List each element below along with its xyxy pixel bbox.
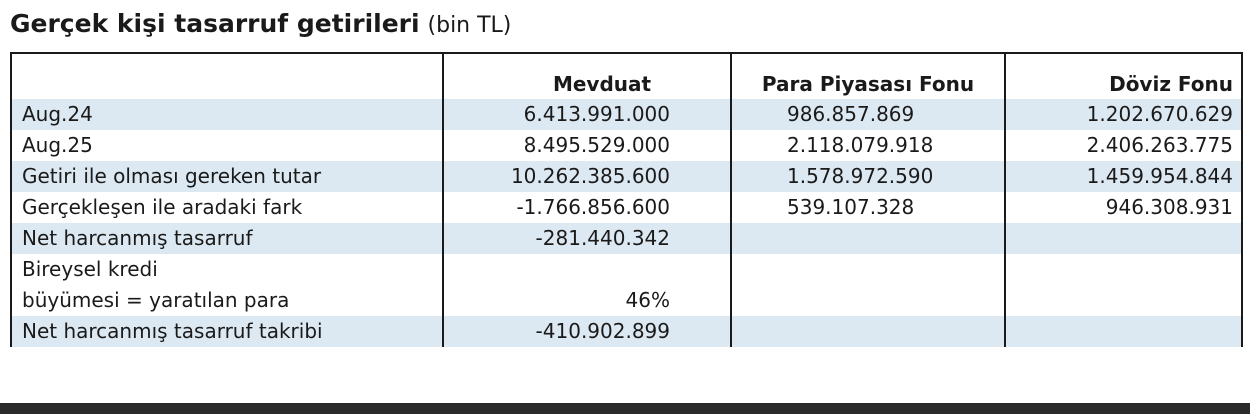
cell-mevduat: 46% bbox=[442, 254, 732, 316]
row-label: Bireysel kredi büyümesi = yaratılan para bbox=[10, 254, 444, 316]
page-title: Gerçek kişi tasarruf getirileri (bin TL) bbox=[10, 4, 511, 44]
row-label: Net harcanmış tasarruf bbox=[10, 223, 444, 254]
table-row: Getiri ile olması gereken tutar 10.262.3… bbox=[10, 161, 1243, 192]
row-label: Net harcanmış tasarruf takribi bbox=[10, 316, 444, 347]
header-para-piyasasi-fonu: Para Piyasası Fonu bbox=[730, 52, 1006, 99]
row-label-line2: büyümesi = yaratılan para bbox=[22, 288, 290, 312]
cell-ppf: 986.857.869 bbox=[730, 99, 1006, 130]
savings-table: Mevduat Para Piyasası Fonu Döviz Fonu Au… bbox=[10, 52, 1243, 347]
row-label-line1: Bireysel kredi bbox=[22, 257, 158, 281]
cell-doviz: 2.406.263.775 bbox=[1004, 130, 1243, 161]
bottom-divider-band bbox=[0, 403, 1250, 414]
cell-doviz bbox=[1004, 316, 1243, 347]
title-main: Gerçek kişi tasarruf getirileri bbox=[10, 9, 420, 38]
cell-mevduat: -281.440.342 bbox=[442, 223, 732, 254]
cell-doviz bbox=[1004, 223, 1243, 254]
cell-mevduat: 8.495.529.000 bbox=[442, 130, 732, 161]
cell-mevduat: 6.413.991.000 bbox=[442, 99, 732, 130]
table-row: Bireysel kredi büyümesi = yaratılan para … bbox=[10, 254, 1243, 316]
title-unit: (bin TL) bbox=[427, 13, 512, 38]
row-label: Getiri ile olması gereken tutar bbox=[10, 161, 444, 192]
cell-ppf: 2.118.079.918 bbox=[730, 130, 1006, 161]
cell-ppf bbox=[730, 316, 1006, 347]
table-row: Net harcanmış tasarruf takribi -410.902.… bbox=[10, 316, 1243, 347]
cell-ppf: 539.107.328 bbox=[730, 192, 1006, 223]
table-row: Aug.25 8.495.529.000 2.118.079.918 2.406… bbox=[10, 130, 1243, 161]
table-row: Net harcanmış tasarruf -281.440.342 bbox=[10, 223, 1243, 254]
cell-doviz bbox=[1004, 254, 1243, 316]
row-label: Aug.25 bbox=[10, 130, 444, 161]
header-mevduat: Mevduat bbox=[442, 52, 732, 99]
cell-ppf bbox=[730, 254, 1006, 316]
cell-doviz: 946.308.931 bbox=[1004, 192, 1243, 223]
cell-doviz: 1.459.954.844 bbox=[1004, 161, 1243, 192]
header-doviz-fonu: Döviz Fonu bbox=[1004, 52, 1243, 99]
cell-doviz: 1.202.670.629 bbox=[1004, 99, 1243, 130]
header-label bbox=[10, 52, 444, 99]
table-header-row: Mevduat Para Piyasası Fonu Döviz Fonu bbox=[10, 52, 1243, 99]
cell-mevduat: -1.766.856.600 bbox=[442, 192, 732, 223]
table-row: Gerçekleşen ile aradaki fark -1.766.856.… bbox=[10, 192, 1243, 223]
cell-ppf bbox=[730, 223, 1006, 254]
cell-mevduat: 10.262.385.600 bbox=[442, 161, 732, 192]
row-label: Aug.24 bbox=[10, 99, 444, 130]
row-label: Gerçekleşen ile aradaki fark bbox=[10, 192, 444, 223]
table-row: Aug.24 6.413.991.000 986.857.869 1.202.6… bbox=[10, 99, 1243, 130]
cell-mevduat: -410.902.899 bbox=[442, 316, 732, 347]
cell-ppf: 1.578.972.590 bbox=[730, 161, 1006, 192]
